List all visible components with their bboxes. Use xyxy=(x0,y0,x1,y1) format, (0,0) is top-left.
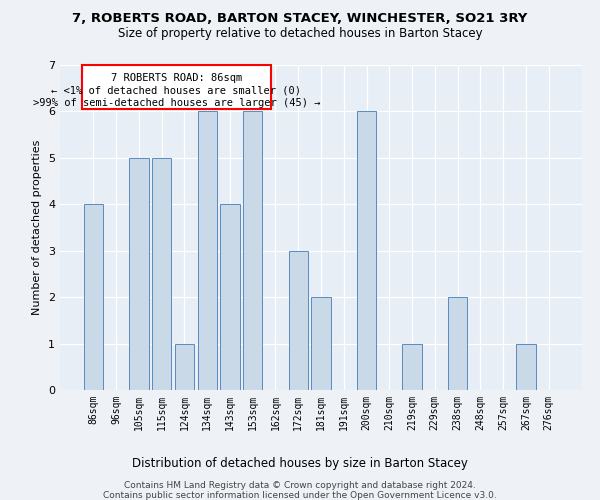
Bar xyxy=(357,112,376,390)
Bar xyxy=(448,297,467,390)
Bar xyxy=(403,344,422,390)
Text: 7, ROBERTS ROAD, BARTON STACEY, WINCHESTER, SO21 3RY: 7, ROBERTS ROAD, BARTON STACEY, WINCHEST… xyxy=(73,12,527,26)
Text: Distribution of detached houses by size in Barton Stacey: Distribution of detached houses by size … xyxy=(132,458,468,470)
Bar xyxy=(175,344,194,390)
Bar xyxy=(516,344,536,390)
Bar xyxy=(289,250,308,390)
Bar xyxy=(311,297,331,390)
Text: >99% of semi-detached houses are larger (45) →: >99% of semi-detached houses are larger … xyxy=(33,98,320,108)
Bar xyxy=(84,204,103,390)
Text: 7 ROBERTS ROAD: 86sqm: 7 ROBERTS ROAD: 86sqm xyxy=(111,74,242,84)
Text: Contains public sector information licensed under the Open Government Licence v3: Contains public sector information licen… xyxy=(103,491,497,500)
Bar xyxy=(152,158,172,390)
Text: Size of property relative to detached houses in Barton Stacey: Size of property relative to detached ho… xyxy=(118,28,482,40)
Text: ← <1% of detached houses are smaller (0): ← <1% of detached houses are smaller (0) xyxy=(52,86,301,96)
Bar xyxy=(82,65,271,109)
Y-axis label: Number of detached properties: Number of detached properties xyxy=(32,140,43,315)
Bar xyxy=(129,158,149,390)
Bar xyxy=(197,112,217,390)
Bar xyxy=(243,112,262,390)
Bar xyxy=(220,204,239,390)
Text: Contains HM Land Registry data © Crown copyright and database right 2024.: Contains HM Land Registry data © Crown c… xyxy=(124,481,476,490)
